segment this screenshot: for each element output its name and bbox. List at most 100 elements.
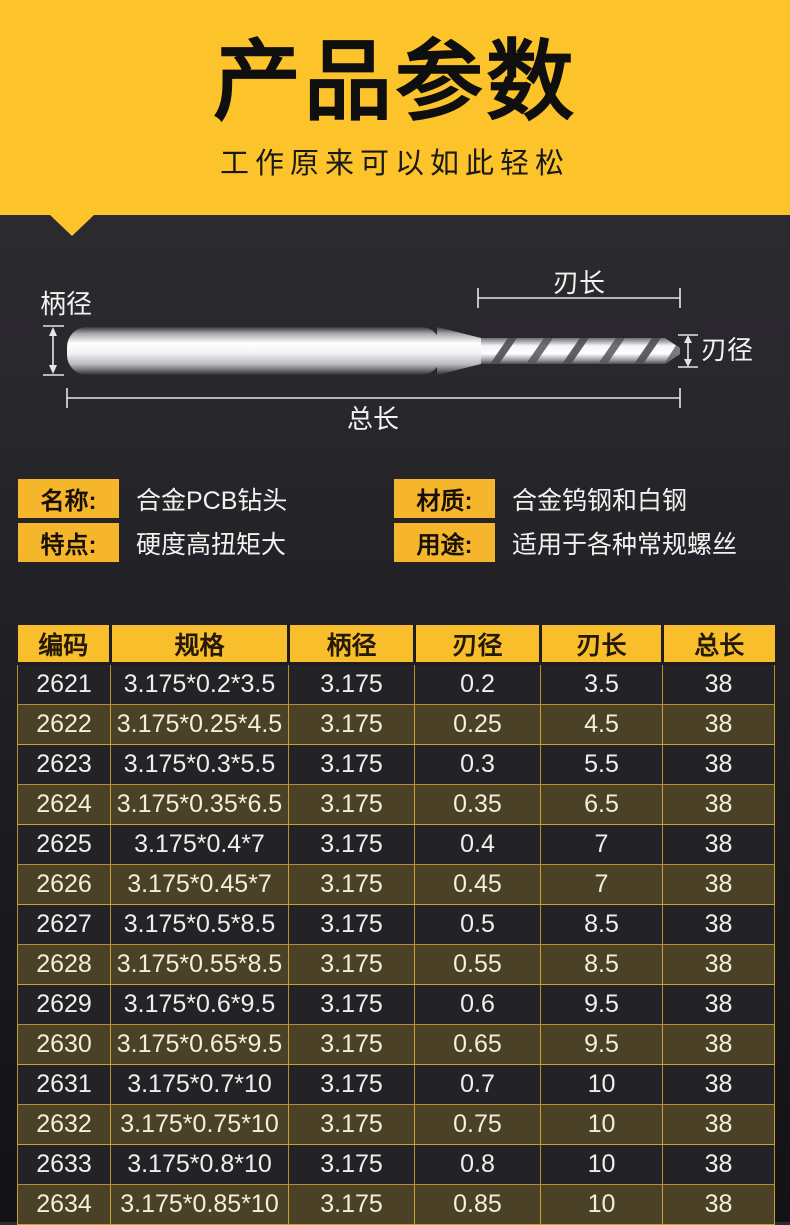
table-cell: 2621 (17, 663, 111, 705)
table-cell: 0.2 (414, 663, 541, 705)
material-badge: 材质: (394, 479, 495, 518)
header-total-length: 总长 (662, 625, 775, 665)
table-cell: 3.175*0.5*8.5 (110, 904, 289, 945)
table-cell: 3.175*0.6*9.5 (110, 984, 289, 1025)
header-code: 编码 (17, 625, 112, 665)
table-cell: 2622 (17, 704, 111, 745)
table-cell: 2633 (17, 1144, 111, 1185)
table-cell: 3.175*0.8*10 (110, 1144, 289, 1185)
drill-bit-illustration (67, 327, 680, 375)
table-cell: 3.175 (288, 904, 415, 945)
table-cell: 9.5 (540, 984, 663, 1025)
table-cell: 4.5 (540, 704, 663, 745)
table-row: 2621 3.175*0.2*3.5 3.175 0.2 3.5 38 (17, 663, 775, 705)
table-cell: 0.45 (414, 864, 541, 905)
page-title: 产品参数 (212, 32, 577, 131)
table-cell: 0.85 (414, 1184, 541, 1225)
table-cell: 3.175*0.2*3.5 (110, 663, 289, 705)
feature-badge: 特点: (18, 523, 119, 562)
page-subtitle: 工作原来可以如此轻松 (219, 148, 570, 180)
table-cell: 3.175 (288, 1184, 415, 1225)
table-cell: 3.175 (288, 824, 415, 865)
table-cell: 3.175*0.65*9.5 (110, 1024, 289, 1065)
table-cell: 9.5 (540, 1024, 663, 1065)
table-row: 2625 3.175*0.4*7 3.175 0.4 7 38 (17, 824, 775, 865)
table-cell: 38 (662, 1064, 775, 1105)
spec-table-body: 2621 3.175*0.2*3.5 3.175 0.2 3.5 38 2622 3.175*… (17, 663, 775, 1225)
table-row: 2634 3.175*0.85*10 3.175 0.85 10 38 (17, 1184, 775, 1225)
header-shank-diameter: 柄径 (288, 625, 416, 665)
table-cell: 2627 (17, 904, 111, 945)
table-cell: 10 (540, 1064, 663, 1105)
table-cell: 3.5 (540, 663, 663, 705)
table-cell: 0.25 (414, 704, 541, 745)
table-cell: 38 (662, 704, 775, 745)
name-value: 合金PCB钻头 (136, 486, 288, 515)
table-row: 2630 3.175*0.65*9.5 3.175 0.65 9.5 38 (17, 1024, 775, 1065)
table-cell: 0.8 (414, 1144, 541, 1185)
table-cell: 2631 (17, 1064, 111, 1105)
product-info: 名称: 合金PCB钻头 特点: 硬度高扭矩大 材质: 合金钨钢和白钢 用途: 适… (0, 479, 790, 571)
table-cell: 3.175*0.45*7 (110, 864, 289, 905)
table-cell: 0.6 (414, 984, 541, 1025)
dimension-total-length (66, 388, 681, 408)
table-cell: 0.5 (414, 904, 541, 945)
table-cell: 0.65 (414, 1024, 541, 1065)
info-item-feature: 特点: 硬度高扭矩大 (18, 523, 286, 562)
arrowhead-down-icon (49, 365, 57, 374)
table-cell: 38 (662, 744, 775, 785)
table-cell: 3.175 (288, 1144, 415, 1185)
usage-value: 适用于各种常规螺丝 (512, 530, 738, 559)
table-cell: 3.175*0.25*4.5 (110, 704, 289, 745)
name-badge: 名称: (18, 479, 119, 518)
info-item-name: 名称: 合金PCB钻头 (18, 479, 287, 518)
table-cell: 3.175 (288, 984, 415, 1025)
table-cell: 3.175*0.85*10 (110, 1184, 289, 1225)
table-cell: 38 (662, 1104, 775, 1145)
table-cell: 0.55 (414, 944, 541, 985)
table-cell: 0.3 (414, 744, 541, 785)
table-cell: 3.175*0.7*10 (110, 1064, 289, 1105)
table-cell: 2630 (17, 1024, 111, 1065)
table-cell: 2623 (17, 744, 111, 785)
table-cell: 38 (662, 824, 775, 865)
table-cell: 0.7 (414, 1064, 541, 1105)
table-cell: 2632 (17, 1104, 111, 1145)
info-item-material: 材质: 合金钨钢和白钢 (394, 479, 687, 518)
table-cell: 38 (662, 864, 775, 905)
table-row: 2626 3.175*0.45*7 3.175 0.45 7 38 (17, 864, 775, 905)
flute-diameter-label: 刃径 (701, 335, 753, 365)
header-flute-diameter: 刃径 (414, 625, 542, 665)
table-cell: 5.5 (540, 744, 663, 785)
table-cell: 38 (662, 663, 775, 705)
table-cell: 0.35 (414, 784, 541, 825)
table-cell: 3.175 (288, 784, 415, 825)
table-row: 2631 3.175*0.7*10 3.175 0.7 10 38 (17, 1064, 775, 1105)
table-cell: 2626 (17, 864, 111, 905)
table-cell: 3.175 (288, 704, 415, 745)
table-cell: 8.5 (540, 904, 663, 945)
table-row: 2627 3.175*0.5*8.5 3.175 0.5 8.5 38 (17, 904, 775, 945)
table-row: 2632 3.175*0.75*10 3.175 0.75 10 38 (17, 1104, 775, 1145)
table-cell: 3.175*0.4*7 (110, 824, 289, 865)
arrowhead-up-icon (49, 327, 57, 336)
drill-diagram: 柄径 刃长 刃径 总长 (40, 268, 753, 434)
arrowhead-up-icon (684, 335, 692, 343)
total-length-label: 总长 (347, 404, 399, 434)
table-cell: 38 (662, 1024, 775, 1065)
spec-table-header: 编码 规格 柄径 刃径 刃长 总长 (17, 625, 775, 665)
table-cell: 38 (662, 784, 775, 825)
table-cell: 3.175 (288, 864, 415, 905)
table-row: 2624 3.175*0.35*6.5 3.175 0.35 6.5 38 (17, 784, 775, 825)
banner-notch (50, 215, 94, 236)
spec-table: 编码 规格 柄径 刃径 刃长 总长 2621 3.175*0.2*3.5 3.175… (17, 625, 775, 1225)
table-cell: 3.175 (288, 944, 415, 985)
table-cell: 7 (540, 864, 663, 905)
table-cell: 3.175 (288, 744, 415, 785)
table-cell: 7 (540, 824, 663, 865)
table-cell: 8.5 (540, 944, 663, 985)
header-spec: 规格 (110, 625, 290, 665)
table-cell: 3.175*0.75*10 (110, 1104, 289, 1145)
table-cell: 38 (662, 904, 775, 945)
feature-value: 硬度高扭矩大 (136, 530, 287, 559)
